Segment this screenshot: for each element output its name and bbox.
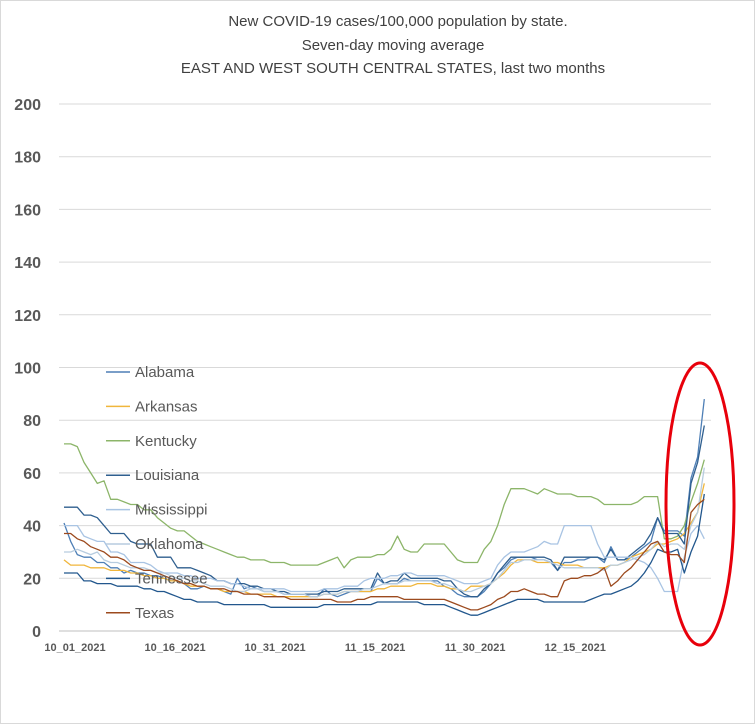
series-line-texas <box>64 498 705 611</box>
y-tick-label: 20 <box>23 571 41 588</box>
series-line-mississippi <box>64 524 705 593</box>
legend-label: Louisiana <box>135 467 200 484</box>
legend-label: Alabama <box>135 364 195 381</box>
y-tick-label: 200 <box>14 97 41 114</box>
series-lines <box>63 399 705 616</box>
x-tick-label: 10_31_2021 <box>245 642 306 654</box>
x-tick-label: 11_30_2021 <box>445 642 506 654</box>
chart-title-line-1: New COVID-19 cases/100,000 population by… <box>228 13 567 30</box>
chart-title-line-3: EAST AND WEST SOUTH CENTRAL STATES, last… <box>181 60 605 77</box>
y-axis: 0 20 40 60 80 100 120 140 160 180 200 <box>14 97 41 641</box>
y-tick-label: 60 <box>23 466 41 483</box>
y-tick-label: 160 <box>14 202 41 219</box>
chart-title: New COVID-19 cases/100,000 population by… <box>181 13 605 77</box>
x-axis: 10_01_2021 10_16_2021 10_31_2021 11_15_2021… <box>44 630 711 654</box>
highlight-ellipse <box>664 361 736 647</box>
y-tick-label: 0 <box>32 624 41 641</box>
y-tick-label: 40 <box>23 519 41 536</box>
legend-label: Kentucky <box>135 433 197 450</box>
legend-label: Tennessee <box>135 570 208 587</box>
legend: Alabama Arkansas Kentucky Louisiana Mississi… <box>106 364 208 622</box>
x-tick-label: 11_15_2021 <box>345 642 406 654</box>
y-tick-label: 100 <box>14 361 41 378</box>
legend-label: Mississippi <box>135 502 208 519</box>
series-line-tennessee <box>64 493 705 616</box>
series-line-kentucky <box>64 443 705 569</box>
series-line-oklahoma <box>64 467 705 598</box>
legend-label: Arkansas <box>135 398 198 415</box>
y-tick-label: 140 <box>14 255 41 272</box>
y-tick-label: 80 <box>23 413 41 430</box>
annotation <box>664 361 736 647</box>
legend-label: Texas <box>135 605 174 622</box>
y-tick-label: 120 <box>14 308 41 325</box>
x-tick-label: 10_16_2021 <box>144 642 205 654</box>
legend-label: Oklahoma <box>135 536 204 553</box>
x-tick-label: 12_15_2021 <box>545 642 606 654</box>
y-tick-label: 180 <box>14 150 41 167</box>
x-tick-label: 10_01_2021 <box>44 642 105 654</box>
chart-title-line-2: Seven-day moving average <box>302 37 485 54</box>
